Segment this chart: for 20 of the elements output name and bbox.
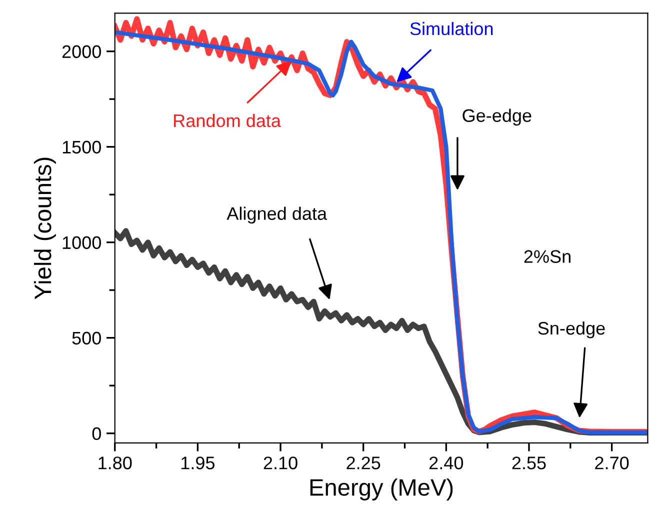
y-tick-label: 2000 <box>62 45 101 58</box>
y-tick-label: 500 <box>72 332 101 345</box>
annotation: Ge-edge <box>462 108 532 126</box>
x-tick-label: 1.80 <box>98 456 132 470</box>
annotation: Random data <box>174 114 281 128</box>
x-tick-label: 2.10 <box>264 456 298 470</box>
y-axis-title: Yield (counts) <box>34 158 56 300</box>
x-axis-title: Energy (MeV) <box>310 478 453 500</box>
x-tick-label: 2.40 <box>430 456 464 470</box>
y-tick-label: 1500 <box>62 140 101 154</box>
annotation: 2%Sn <box>524 250 570 263</box>
annotation: Aligned data <box>226 206 328 224</box>
y-tick-label: 0 <box>92 427 101 440</box>
annotation: Simulation <box>410 22 493 36</box>
x-tick-label: 1.95 <box>182 456 215 470</box>
annotation: Sn-edge <box>538 321 605 338</box>
x-tick-label: 2.55 <box>512 456 546 470</box>
x-tick-label: 2.25 <box>346 456 380 470</box>
y-tick-label: 1000 <box>62 236 101 250</box>
x-tick-label: 2.70 <box>595 456 629 470</box>
